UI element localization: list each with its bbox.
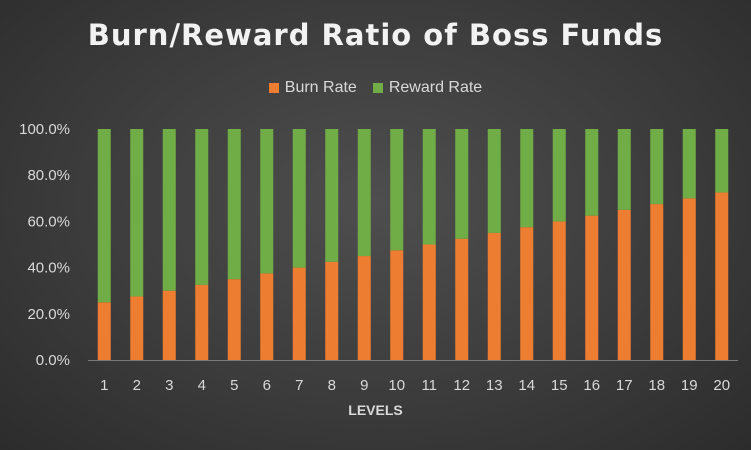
legend-entry-burn-rate: Burn Rate [268,79,357,97]
x-tick-label: 14 [518,377,535,394]
bar-reward-rate [422,129,436,245]
x-tick-label: 16 [583,377,600,394]
x-tick-label: 7 [295,377,303,394]
bar-reward-rate [325,129,339,262]
bar-burn-rate [487,232,501,360]
x-tick-label: 4 [198,377,206,394]
bar-burn-rate [162,290,176,360]
bar-reward-rate [227,129,241,280]
bar-reward-rate [162,129,176,291]
legend: Burn Rate Reward Rate [0,79,751,97]
x-tick-label: 18 [648,377,665,394]
x-tick-label: 13 [486,377,503,394]
bar-reward-rate [390,129,404,251]
bar-burn-rate [292,267,306,360]
bar-burn-rate [682,198,696,360]
bar-reward-rate [585,129,599,216]
bar-burn-rate [552,221,566,360]
bar-burn-rate [650,204,664,360]
bar-burn-rate [195,284,209,360]
x-tick-label: 2 [133,377,141,394]
bar-burn-rate [390,250,404,360]
x-tick-label: 5 [230,377,238,394]
x-tick-label: 9 [360,377,368,394]
bar-reward-rate [195,129,209,285]
legend-label-burn-rate: Burn Rate [284,79,357,96]
bar-reward-rate [552,129,566,222]
bar-reward-rate [682,129,696,199]
bar-burn-rate [422,244,436,360]
x-axis-title: LEVELS [348,402,403,418]
x-tick-label: 12 [453,377,470,394]
legend-swatch-burn-rate [268,83,279,93]
x-tick-label: 10 [388,377,405,394]
bar-reward-rate [487,129,501,233]
bar-burn-rate [585,215,599,360]
x-tick-label: 1 [100,377,108,394]
bar-reward-rate [260,129,274,274]
x-tick-label: 17 [616,377,633,394]
y-tick-label: 0.0% [36,352,70,369]
bar-burn-rate [617,209,631,360]
y-tick-label: 20.0% [27,306,70,323]
bar-reward-rate [617,129,631,210]
x-tick-label: 11 [421,377,437,394]
bar-reward-rate [130,129,144,297]
bar-burn-rate [130,296,144,360]
bar-reward-rate [650,129,664,205]
bar-reward-rate [455,129,469,239]
bar-reward-rate [520,129,534,228]
chart-title: Burn/Reward Ratio of Boss Funds [87,18,664,52]
x-tick-label: 15 [551,377,568,394]
legend-swatch-reward-rate [372,83,383,93]
y-tick-label: 40.0% [27,260,70,277]
y-tick-label: 60.0% [27,213,70,230]
legend-entry-reward-rate: Reward Rate [372,79,483,97]
bar-reward-rate [357,129,371,257]
x-tick-label: 3 [165,377,173,394]
x-tick-label: 6 [263,377,271,394]
bar-burn-rate [325,261,339,360]
bar-burn-rate [455,238,469,360]
legend-label-reward-rate: Reward Rate [388,79,483,96]
y-tick-label: 100.0% [19,121,70,138]
x-tick-label: 8 [328,377,336,394]
bar-burn-rate [715,192,729,360]
bar-burn-rate [97,302,111,360]
bar-burn-rate [227,279,241,360]
bar-reward-rate [97,129,111,303]
bar-reward-rate [715,129,729,193]
bar-burn-rate [357,256,371,360]
x-tick-label: 20 [713,377,730,394]
bar-reward-rate [292,129,306,268]
x-tick-label: 19 [681,377,698,394]
bar-burn-rate [260,273,274,360]
y-tick-label: 80.0% [27,167,70,184]
bar-burn-rate [520,227,534,360]
